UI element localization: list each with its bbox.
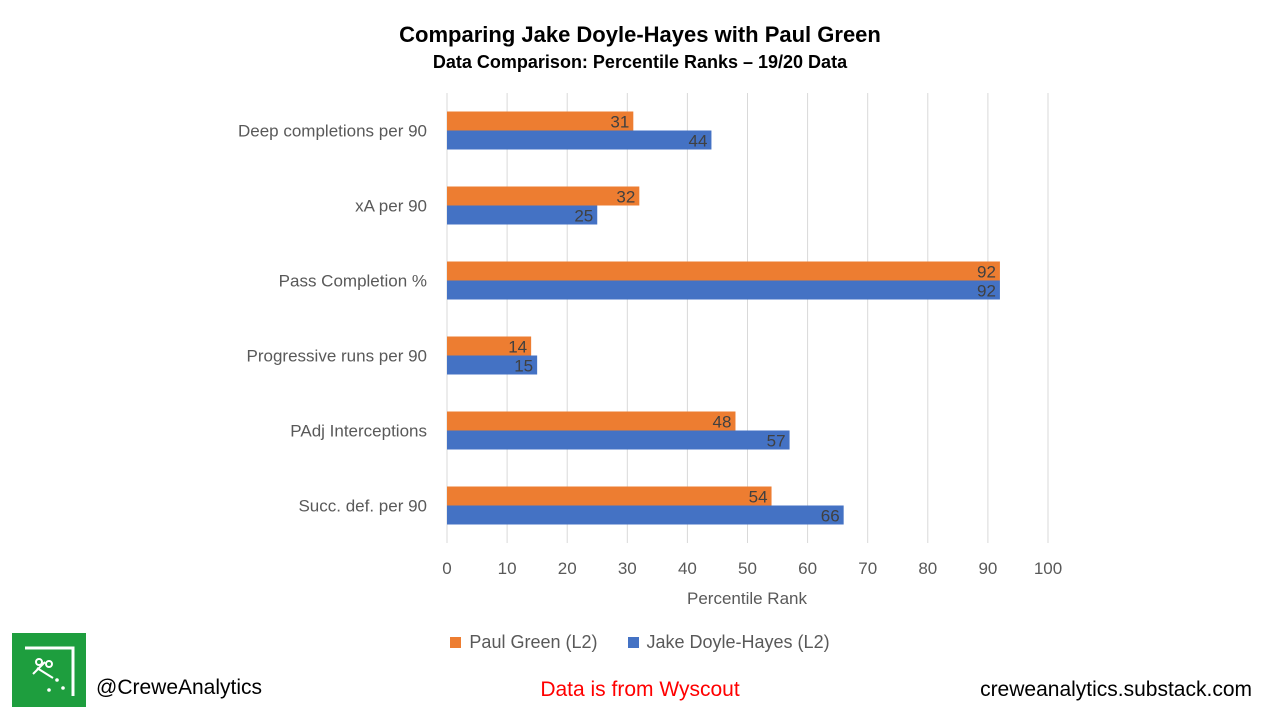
legend-label: Jake Doyle-Hayes (L2) [646, 632, 830, 652]
x-tick-label: 10 [498, 559, 517, 578]
x-tick-label: 0 [442, 559, 451, 578]
x-tick-label: 80 [918, 559, 937, 578]
category-label: Pass Completion % [279, 272, 427, 291]
category-label: PAdj Interceptions [290, 422, 427, 441]
bar-jake-doyle-hayes [447, 130, 712, 150]
legend: Paul Green (L2) Jake Doyle-Hayes (L2) [0, 632, 1280, 653]
x-tick-label: 20 [558, 559, 577, 578]
bar-paul-green [447, 111, 634, 131]
bar-jake-doyle-hayes [447, 280, 1000, 300]
bar-jake-doyle-hayes [447, 205, 598, 225]
bar-jake-doyle-hayes [447, 505, 844, 525]
data-label: 48 [713, 413, 732, 432]
data-label: 15 [514, 357, 533, 376]
legend-swatch-orange [450, 637, 462, 648]
category-label: xA per 90 [355, 197, 427, 216]
x-axis-label: Percentile Rank [687, 589, 808, 608]
data-label: 44 [689, 132, 708, 151]
data-label: 32 [616, 188, 635, 207]
data-label: 31 [610, 113, 629, 132]
chart-subtitle: Data Comparison: Percentile Ranks – 19/2… [432, 52, 848, 72]
pitch-corner-icon [12, 633, 86, 707]
bar-paul-green [447, 486, 772, 506]
legend-swatch-blue [627, 637, 639, 648]
category-label: Succ. def. per 90 [298, 497, 427, 516]
data-label: 57 [767, 432, 786, 451]
data-label: 14 [508, 338, 527, 357]
tick-labels: 0 10 20 30 40 50 60 70 80 90 100 [442, 559, 1062, 578]
footer-source: Data is from Wyscout [540, 678, 740, 701]
x-tick-label: 50 [738, 559, 757, 578]
x-tick-label: 30 [618, 559, 637, 578]
x-tick-label: 40 [678, 559, 697, 578]
category-label: Progressive runs per 90 [247, 347, 427, 366]
category-label: Deep completions per 90 [238, 122, 427, 141]
bar-paul-green [447, 261, 1000, 281]
x-tick-label: 100 [1034, 559, 1062, 578]
x-tick-label: 70 [858, 559, 877, 578]
logo-graphic [25, 646, 75, 696]
category-labels: Deep completions per 90 xA per 90 Pass Com… [238, 122, 427, 516]
data-label: 92 [977, 263, 996, 282]
bar-paul-green [447, 411, 736, 431]
legend-label: Paul Green (L2) [469, 632, 598, 652]
bar-paul-green [447, 336, 532, 356]
bar-jake-doyle-hayes [447, 430, 790, 450]
legend-item-jake-doyle-hayes: Jake Doyle-Hayes (L2) [627, 632, 830, 653]
footer-website: creweanalytics.substack.com [980, 678, 1252, 701]
legend-item-paul-green: Paul Green (L2) [450, 632, 598, 653]
bar-jake-doyle-hayes [447, 355, 538, 375]
data-label: 25 [574, 207, 593, 226]
data-label: 92 [977, 282, 996, 301]
x-tick-label: 60 [798, 559, 817, 578]
footer-handle: @CreweAnalytics [96, 676, 263, 699]
x-tick-label: 90 [978, 559, 997, 578]
grid-lines [446, 93, 1049, 543]
chart-title: Comparing Jake Doyle-Hayes with Paul Gre… [399, 22, 881, 47]
data-label: 66 [821, 507, 840, 526]
data-label: 54 [749, 488, 768, 507]
bar-paul-green [447, 186, 640, 206]
